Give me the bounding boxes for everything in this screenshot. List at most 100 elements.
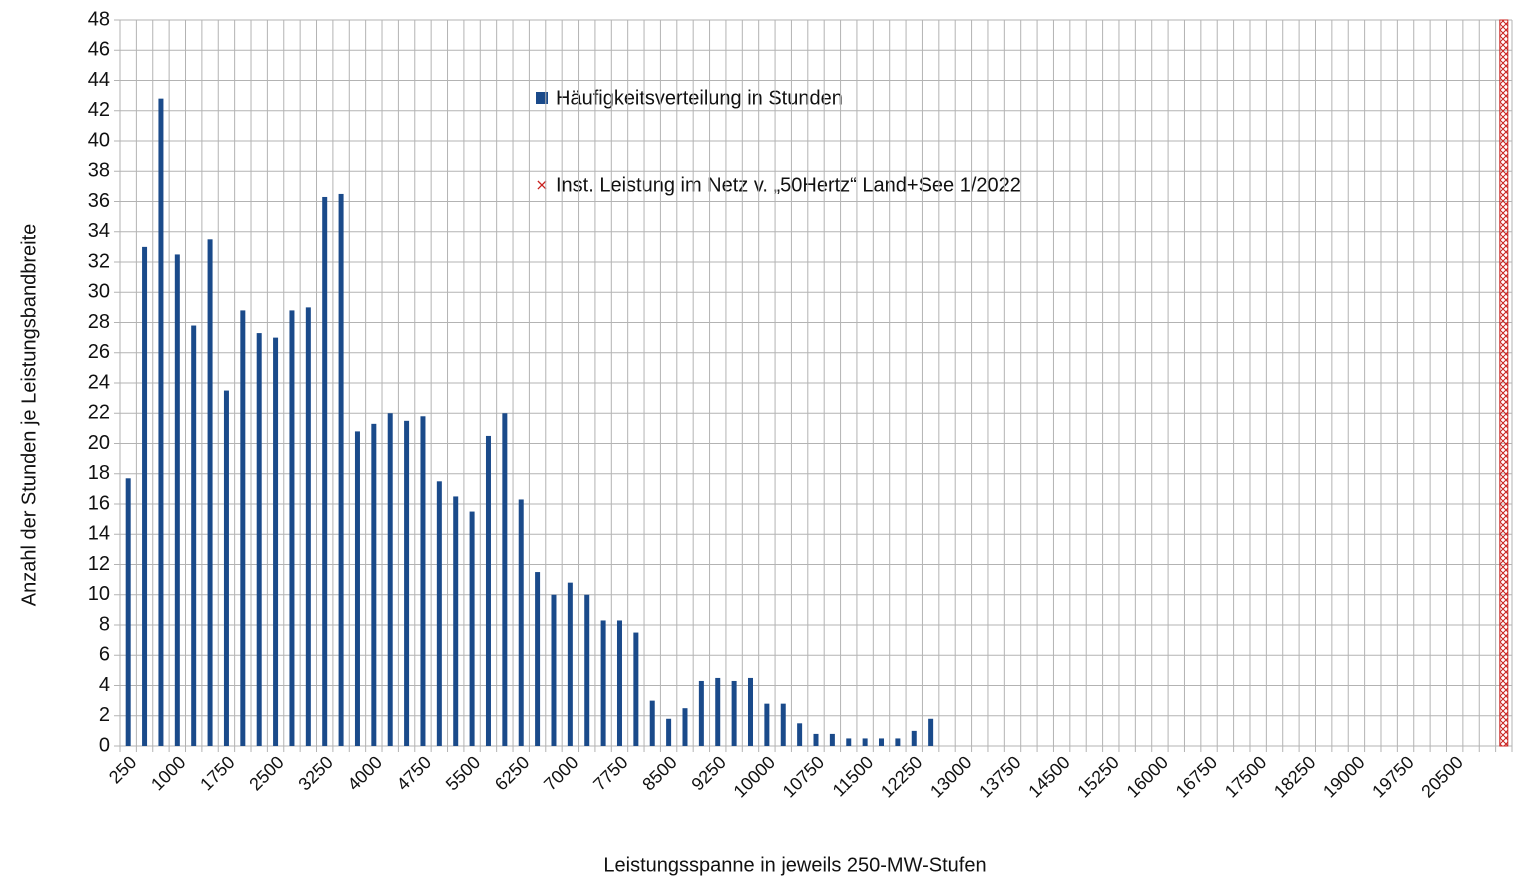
- bar: [600, 620, 606, 746]
- y-tick-label: 18: [88, 462, 110, 484]
- x-tick-label: 10000: [730, 752, 780, 802]
- bar: [436, 481, 442, 746]
- bar: [191, 325, 197, 746]
- bar: [207, 239, 213, 746]
- bar: [256, 333, 262, 746]
- y-tick-label: 32: [88, 250, 110, 272]
- bar: [682, 708, 688, 746]
- bar: [731, 680, 737, 746]
- y-tick-label: 48: [88, 8, 110, 30]
- legend-label: Häufigkeitsverteilung in Stunden: [556, 87, 843, 109]
- y-tick-label: 8: [99, 613, 110, 635]
- y-tick-label: 2: [99, 704, 110, 726]
- y-tick-label: 14: [88, 523, 110, 545]
- y-tick-label: 30: [88, 281, 110, 303]
- x-tick-label: 10750: [779, 752, 829, 802]
- bar: [469, 511, 475, 746]
- bar: [158, 98, 164, 746]
- bar: [764, 703, 770, 746]
- y-tick-label: 22: [88, 402, 110, 424]
- bar: [338, 193, 344, 746]
- legend-swatch: [536, 92, 548, 104]
- bar: [715, 677, 721, 746]
- bar: [813, 733, 819, 746]
- bar: [584, 594, 590, 746]
- bar: [404, 420, 410, 746]
- y-axis-title: Anzahl der Stunden je Leistungsbandbreit…: [18, 224, 40, 607]
- x-tick-label: 9250: [687, 752, 729, 794]
- bar: [322, 196, 328, 746]
- x-tick-label: 13000: [926, 752, 976, 802]
- x-tick-label: 6250: [491, 752, 533, 794]
- bar: [567, 582, 573, 746]
- y-tick-label: 4: [99, 674, 110, 696]
- y-tick-label: 0: [99, 734, 110, 756]
- bar: [862, 738, 868, 746]
- x-tick-label: 1000: [147, 752, 189, 794]
- x-tick-label: 11500: [829, 752, 878, 801]
- bar: [420, 416, 426, 746]
- bar: [387, 413, 393, 746]
- y-tick-label: 26: [88, 341, 110, 363]
- x-tick-label: 16750: [1172, 752, 1222, 802]
- bar: [240, 310, 246, 746]
- y-tick-label: 24: [88, 371, 110, 393]
- y-tick-label: 38: [88, 160, 110, 182]
- x-tick-label: 12250: [877, 752, 927, 802]
- x-tick-label: 3250: [294, 752, 336, 794]
- x-tick-label: 5500: [442, 752, 484, 794]
- bar: [551, 594, 557, 746]
- bar: [846, 738, 852, 746]
- bar: [453, 496, 459, 746]
- bar: [928, 718, 934, 746]
- bar: [633, 632, 639, 746]
- x-tick-label: 4750: [393, 752, 435, 794]
- bar: [289, 310, 295, 746]
- y-tick-label: 16: [88, 492, 110, 514]
- bar: [829, 733, 835, 746]
- legend-label: Inst. Leistung im Netz v. „50Hertz“ Land…: [556, 174, 1021, 196]
- y-tick-label: 6: [99, 644, 110, 666]
- x-tick-label: 14500: [1024, 752, 1074, 802]
- y-tick-label: 20: [88, 432, 110, 454]
- bar: [174, 254, 180, 746]
- x-tick-label: 7000: [540, 752, 582, 794]
- bar: [485, 435, 491, 746]
- x-tick-label: 16000: [1123, 752, 1173, 802]
- x-tick-label: 18250: [1270, 752, 1320, 802]
- x-tick-label: 250: [105, 752, 140, 787]
- bar: [649, 700, 655, 746]
- bar: [879, 738, 885, 746]
- y-tick-label: 36: [88, 190, 110, 212]
- x-axis-title: Leistungsspanne in jeweils 250-MW-Stufen: [603, 854, 986, 876]
- y-tick-label: 42: [88, 99, 110, 121]
- x-tick-label: 13750: [975, 752, 1025, 802]
- bar: [911, 730, 917, 746]
- bar: [502, 413, 508, 746]
- bar: [698, 680, 704, 746]
- bar: [125, 478, 131, 746]
- x-tick-label: 15250: [1073, 752, 1123, 802]
- bar: [354, 431, 360, 746]
- x-tick-label: 17500: [1221, 752, 1271, 802]
- bar: [616, 620, 622, 746]
- x-tick-label: 7750: [589, 752, 631, 794]
- bar: [1499, 19, 1509, 747]
- y-tick-label: 44: [88, 69, 110, 91]
- bar: [305, 307, 311, 746]
- x-tick-label: 1750: [196, 752, 238, 794]
- bar: [142, 246, 148, 746]
- x-tick-label: 8500: [638, 752, 680, 794]
- bar: [780, 703, 786, 746]
- y-tick-label: 40: [88, 129, 110, 151]
- x-tick-label: 4000: [344, 752, 386, 794]
- x-tick-label: 2500: [245, 752, 287, 794]
- bar: [223, 390, 229, 746]
- bar: [797, 723, 803, 746]
- y-tick-label: 10: [88, 583, 110, 605]
- x-tick-label: 19750: [1368, 752, 1418, 802]
- y-tick-label: 28: [88, 311, 110, 333]
- y-tick-label: 46: [88, 39, 110, 61]
- legend-swatch: ⨯: [535, 177, 548, 194]
